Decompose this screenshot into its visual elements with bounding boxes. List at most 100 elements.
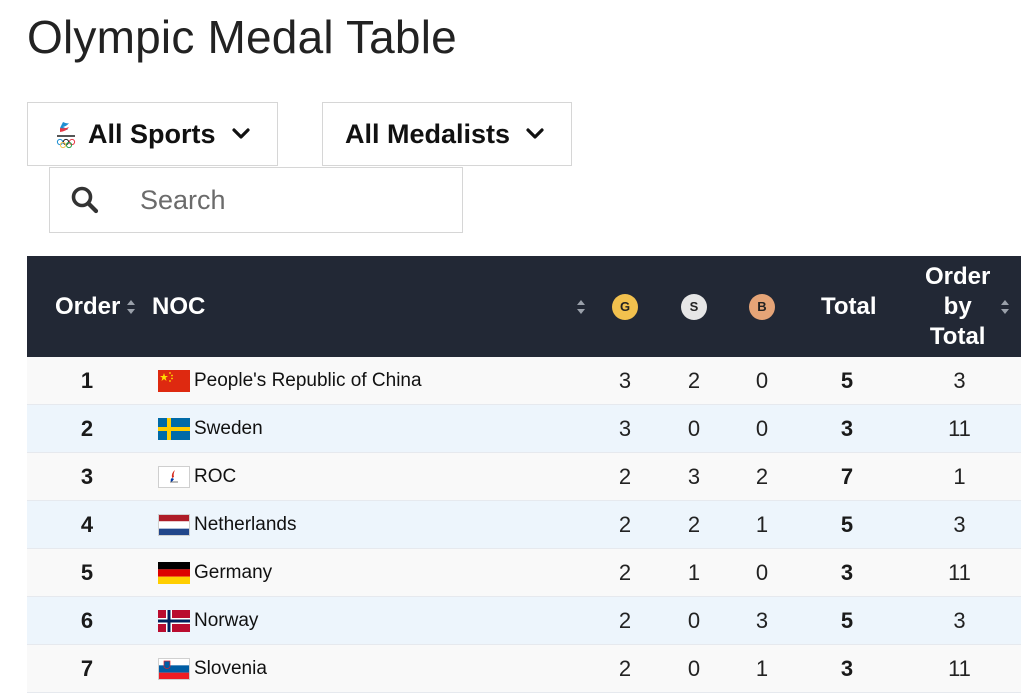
table-row[interactable]: 3 ROC 2 3 2 7 1: [27, 453, 1021, 501]
noc-name: Norway: [194, 610, 259, 631]
bronze-count: 1: [755, 656, 769, 681]
page-title: Olympic Medal Table: [27, 11, 457, 63]
silver-count: 3: [687, 464, 701, 489]
table-row[interactable]: 4 Netherlands 2 2 1 5 3: [27, 501, 1021, 549]
noc-name: ROC: [194, 466, 237, 487]
total-count: 7: [840, 464, 854, 489]
order-by-total: 11: [948, 656, 971, 681]
total-count: 5: [840, 368, 854, 393]
table-row[interactable]: 5 Germany 2 1 0 3 11: [27, 549, 1021, 597]
silver-count: 2: [687, 512, 701, 537]
sort-arrows-icon[interactable]: [126, 299, 136, 315]
noc-cell[interactable]: Netherlands: [158, 501, 296, 549]
china-flag-icon: [158, 370, 190, 392]
order-cell: 7: [80, 656, 94, 681]
silver-count: 0: [687, 416, 701, 441]
table-row[interactable]: 6 Norway 2 0 3 5 3: [27, 597, 1021, 645]
noc-name: Slovenia: [194, 658, 267, 679]
total-count: 5: [840, 512, 854, 537]
germany-flag-icon: [158, 562, 190, 584]
header-order-by-total-label: Order by Total: [925, 262, 990, 352]
table-row[interactable]: 7 Slovenia 2 0 1 3 11: [27, 645, 1021, 693]
order-by-total: 1: [953, 464, 966, 489]
gold-medal-icon: G: [612, 293, 638, 320]
header-bronze[interactable]: B: [749, 256, 775, 357]
noc-cell[interactable]: People's Republic of China: [158, 357, 422, 405]
gold-count: 2: [618, 608, 632, 633]
order-cell: 3: [80, 464, 94, 489]
header-silver[interactable]: S: [681, 256, 707, 357]
sports-filter-dropdown[interactable]: All Sports: [27, 102, 278, 166]
header-total-label: Total: [821, 292, 877, 320]
noc-name: Germany: [194, 562, 273, 583]
noc-name: People's Republic of China: [194, 370, 422, 391]
header-order[interactable]: Order: [55, 256, 136, 357]
header-obt-line2: by: [943, 292, 972, 320]
order-by-total: 3: [953, 368, 966, 393]
bronze-count: 3: [755, 608, 769, 633]
bronze-count: 0: [755, 560, 769, 585]
header-noc[interactable]: NOC: [152, 256, 205, 357]
order-cell: 2: [80, 416, 94, 441]
gold-count: 2: [618, 464, 632, 489]
gold-count: 3: [618, 368, 632, 393]
medalists-filter-dropdown[interactable]: All Medalists: [322, 102, 572, 166]
noc-cell[interactable]: Germany: [158, 549, 272, 597]
silver-count: 0: [687, 656, 701, 681]
total-count: 3: [840, 656, 854, 681]
total-count: 3: [840, 416, 854, 441]
order-cell: 6: [80, 608, 94, 633]
header-order-by-total[interactable]: Order by Total: [925, 256, 1010, 357]
roc-emblem-icon: [158, 466, 190, 488]
search-box: [49, 167, 463, 233]
noc-cell[interactable]: Sweden: [158, 405, 263, 453]
gold-count: 2: [618, 560, 632, 585]
gold-count: 2: [618, 656, 632, 681]
bronze-medal-icon: B: [749, 293, 775, 320]
order-cell: 5: [80, 560, 94, 585]
header-total[interactable]: Total: [821, 256, 877, 357]
header-obt-line3: Total: [929, 322, 986, 350]
chevron-down-icon: [231, 128, 250, 140]
silver-medal-icon: S: [681, 293, 707, 320]
search-input[interactable]: [138, 183, 442, 217]
bronze-count: 0: [755, 416, 769, 441]
table-row[interactable]: 2 Sweden 3 0 0 3 11: [27, 405, 1021, 453]
medal-table: Order NOC G S B Total Order by: [27, 256, 1021, 693]
order-cell: 4: [80, 512, 94, 537]
gold-count: 2: [618, 512, 632, 537]
total-count: 5: [840, 608, 854, 633]
slovenia-flag-icon: [158, 658, 190, 680]
header-gold[interactable]: G: [612, 256, 638, 357]
total-count: 3: [840, 560, 854, 585]
order-by-total: 11: [948, 416, 971, 441]
silver-count: 1: [687, 560, 701, 585]
order-by-total: 3: [953, 512, 966, 537]
noc-cell[interactable]: ROC: [158, 453, 236, 501]
noc-cell[interactable]: Slovenia: [158, 645, 267, 693]
noc-name: Netherlands: [194, 514, 297, 535]
order-cell: 1: [80, 368, 94, 393]
sweden-flag-icon: [158, 418, 190, 440]
search-icon: [70, 185, 100, 215]
sports-filter-label: All Sports: [88, 118, 216, 149]
netherlands-flag-icon: [158, 514, 190, 536]
header-noc-sort[interactable]: [570, 256, 586, 357]
noc-cell[interactable]: Norway: [158, 597, 258, 645]
silver-count: 2: [687, 368, 701, 393]
silver-count: 0: [687, 608, 701, 633]
medalists-filter-label: All Medalists: [345, 118, 511, 149]
sort-arrows-icon[interactable]: [1000, 299, 1010, 315]
chevron-down-icon: [526, 128, 544, 140]
header-order-label: Order: [55, 292, 121, 320]
order-by-total: 3: [953, 608, 966, 633]
order-by-total: 11: [948, 560, 971, 585]
sort-arrows-icon[interactable]: [576, 299, 586, 315]
table-row[interactable]: 1 People's Republic of China 3 2 0 5 3: [27, 357, 1021, 405]
gold-count: 3: [618, 416, 632, 441]
header-obt-line1: Order: [925, 262, 991, 290]
noc-name: Sweden: [194, 418, 263, 439]
bronze-count: 2: [755, 464, 769, 489]
beijing-2022-emblem-icon: [52, 119, 80, 149]
bronze-count: 0: [755, 368, 769, 393]
